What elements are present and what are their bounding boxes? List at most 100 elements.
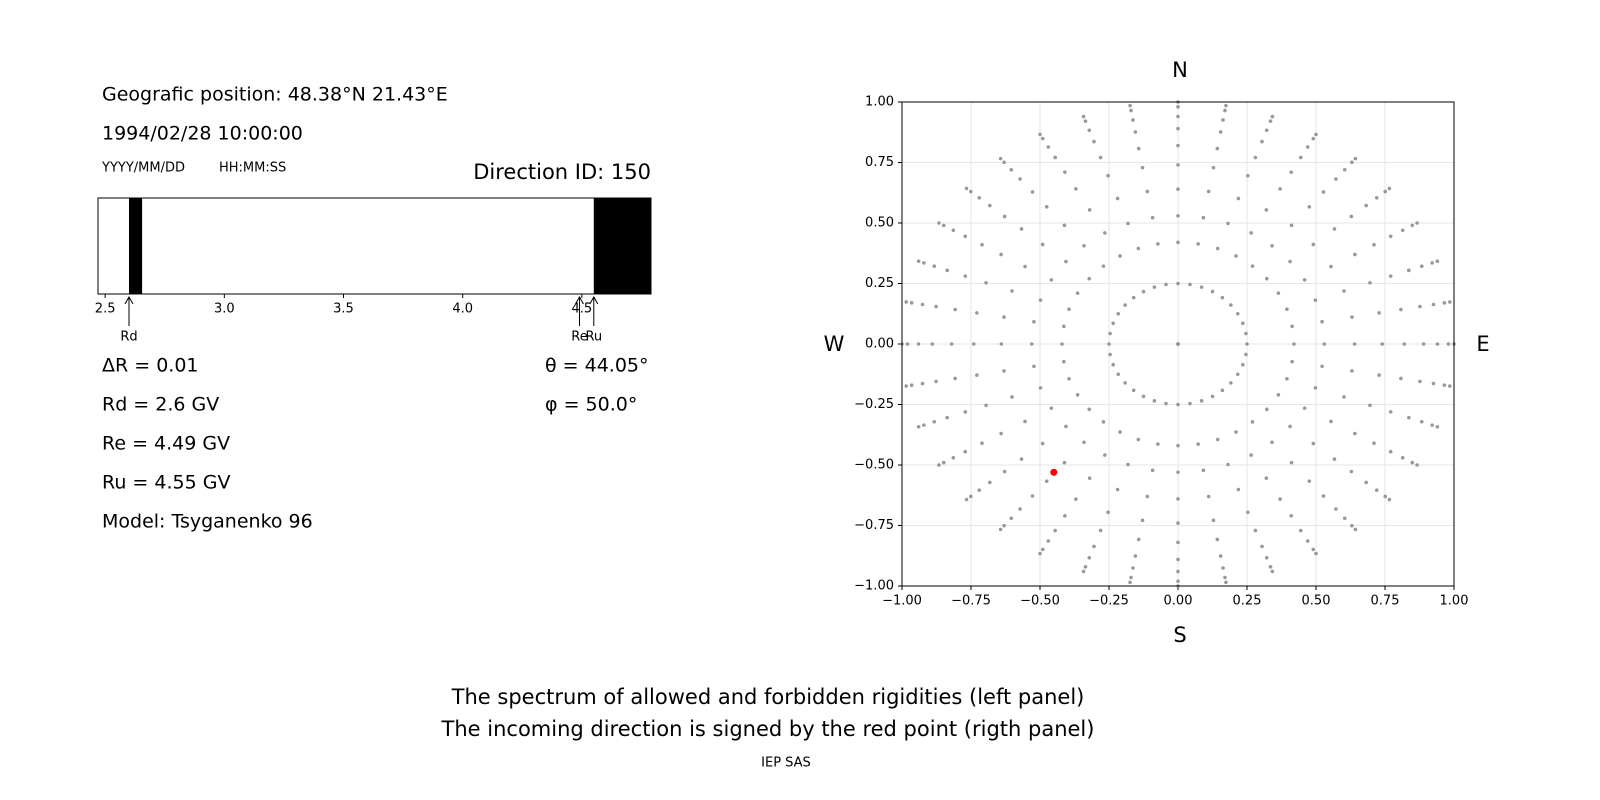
direction-point	[1299, 528, 1303, 533]
direction-point	[963, 274, 968, 278]
direction-point	[1111, 362, 1115, 367]
direction-point	[1140, 165, 1145, 170]
direction-point	[1150, 215, 1155, 220]
direction-point	[1418, 379, 1422, 384]
direction-point	[1220, 388, 1225, 393]
direction-point	[916, 342, 921, 346]
direction-point	[988, 480, 992, 485]
direction-point	[1241, 362, 1245, 367]
direction-point	[1133, 554, 1138, 558]
direction-point	[1176, 281, 1180, 286]
direction-point	[1321, 190, 1326, 194]
direction-point	[1264, 276, 1269, 281]
direction-point	[1313, 298, 1318, 302]
y-tick-label: 0.50	[865, 216, 894, 231]
direction-point	[1074, 187, 1078, 191]
direction-point	[1224, 103, 1228, 108]
direction-point	[1442, 301, 1447, 305]
direction-point	[1087, 276, 1091, 281]
caption: The spectrum of allowed and forbidden ri…	[451, 685, 1085, 709]
direction-point	[1038, 132, 1042, 137]
direction-point	[1431, 381, 1436, 386]
direction-point	[1128, 580, 1132, 585]
direction-point	[1087, 476, 1092, 480]
direction-point	[1322, 342, 1327, 346]
direction-point	[1176, 540, 1180, 545]
direction-point	[1430, 261, 1434, 265]
direction-point	[1415, 463, 1419, 467]
direction-point	[1388, 410, 1393, 414]
direction-point	[1010, 289, 1014, 293]
direction-point	[1074, 497, 1078, 501]
direction-point	[1270, 243, 1274, 248]
direction-point	[1364, 480, 1368, 485]
direction-point	[1311, 136, 1316, 141]
direction-point	[1236, 487, 1241, 492]
direction-point	[1321, 494, 1326, 498]
direction-point	[1374, 195, 1379, 200]
direction-point	[1087, 128, 1092, 133]
direction-point	[1289, 460, 1294, 465]
direction-point	[1388, 274, 1393, 278]
direction-point	[1289, 514, 1293, 518]
direction-point	[1402, 342, 1407, 346]
direction-point	[1407, 268, 1411, 273]
direction-point	[980, 242, 984, 247]
direction-point	[1176, 569, 1180, 574]
direction-point	[1018, 507, 1022, 511]
direction-point	[1352, 342, 1357, 346]
marker-label: Ru	[585, 330, 602, 345]
info: ΔR = 0.01	[102, 355, 199, 377]
direction-point	[1087, 407, 1091, 412]
direction-point	[1264, 128, 1269, 133]
direction-point	[1234, 430, 1238, 434]
direction-point	[1246, 173, 1250, 178]
direction-point	[941, 223, 946, 228]
direction-point	[1264, 476, 1269, 480]
direction-point	[964, 186, 969, 191]
x-tick-label: −0.25	[1089, 594, 1129, 609]
y-tick-label: −1.00	[854, 579, 894, 594]
direction-point	[1111, 321, 1115, 326]
direction-point	[1101, 420, 1106, 424]
direction-point	[1176, 213, 1180, 218]
direction-point	[1030, 494, 1035, 498]
direction-point	[1302, 406, 1307, 410]
direction-point	[1400, 455, 1405, 460]
direction-point	[963, 410, 968, 414]
direction-point	[1152, 285, 1157, 289]
direction-point	[1349, 469, 1354, 474]
direction-point	[1131, 118, 1135, 122]
direction-point	[1123, 381, 1127, 385]
direction-point	[977, 195, 982, 200]
direction-point	[905, 342, 910, 346]
direction-point	[975, 373, 979, 377]
direction-point	[1176, 126, 1180, 131]
direction-point	[1245, 342, 1249, 346]
direction-point	[1029, 342, 1034, 346]
direction-point	[904, 384, 908, 388]
direction-point	[1081, 569, 1086, 574]
direction-point	[934, 379, 938, 384]
time-format: HH:MM:SS	[219, 161, 286, 176]
direction-point	[1032, 319, 1036, 324]
direction-point	[1123, 303, 1127, 307]
forbidden-band	[128, 198, 143, 294]
direction-point	[1136, 537, 1141, 542]
direction-point	[1128, 103, 1132, 108]
direction-point	[1288, 424, 1292, 429]
direction-point	[1196, 242, 1200, 246]
direction-point	[916, 259, 921, 264]
y-tick-label: 0.00	[865, 337, 894, 352]
direction-point	[1307, 479, 1312, 483]
direction-point	[1196, 442, 1200, 446]
direction-point	[1368, 403, 1372, 408]
direction-point	[1064, 424, 1068, 429]
direction-point	[1221, 566, 1225, 570]
plot-frame	[901, 101, 1455, 587]
direction-point	[1064, 259, 1068, 264]
direction-point	[951, 228, 956, 233]
direction-point	[1136, 146, 1141, 151]
direction-point	[1305, 539, 1310, 543]
direction-point	[1053, 528, 1057, 533]
